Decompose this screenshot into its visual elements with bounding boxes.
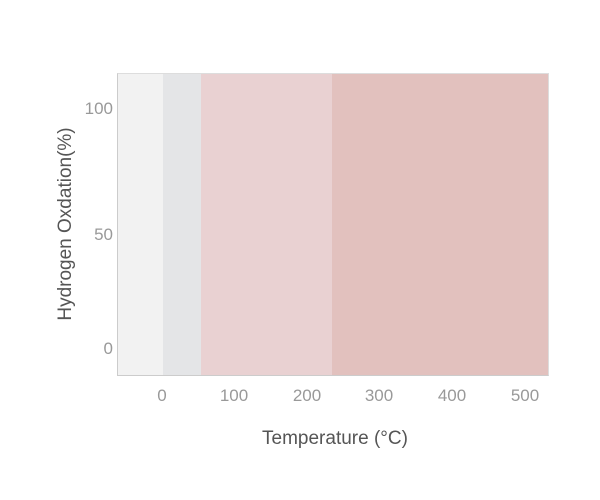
- x-axis-label: Temperature (°C): [262, 428, 408, 449]
- band-4: [332, 74, 548, 375]
- x-tick: 400: [437, 386, 467, 405]
- plot-area: [117, 73, 549, 376]
- x-tick: 500: [510, 386, 540, 405]
- x-tick: 200: [292, 386, 322, 405]
- band-3: [201, 74, 332, 375]
- x-tick: 100: [219, 386, 249, 405]
- band-1: [118, 74, 163, 375]
- x-tick: 0: [157, 386, 167, 405]
- y-tick: 100: [84, 99, 113, 118]
- y-tick: 50: [94, 225, 113, 244]
- y-axis-label: Hydrogen Oxdation(%): [55, 127, 76, 321]
- y-tick: 0: [103, 339, 113, 358]
- band-2: [163, 74, 201, 375]
- x-tick: 300: [364, 386, 394, 405]
